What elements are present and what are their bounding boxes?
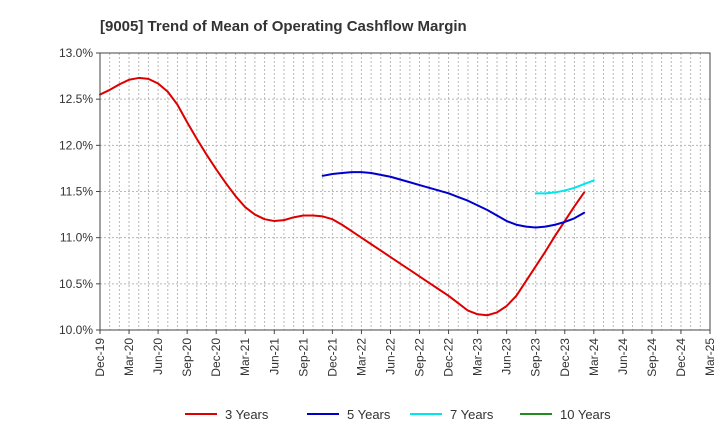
series-line-7-years	[534, 179, 595, 195]
x-tick-label: Dec-21	[325, 338, 339, 377]
x-tick-label: Sep-20	[180, 338, 194, 377]
y-tick-label: 10.5%	[59, 277, 93, 291]
x-tick-label: Jun-24	[616, 338, 630, 375]
x-tick-label: Mar-23	[471, 338, 485, 376]
x-tick-label: Mar-20	[122, 338, 136, 376]
y-tick-label: 10.0%	[59, 323, 93, 337]
legend-label: 7 Years	[450, 407, 494, 422]
x-tick-label: Jun-23	[500, 338, 514, 375]
legend: 3 Years 5 Years 7 Years 10 Years	[185, 407, 611, 422]
y-tick-label: 11.5%	[60, 185, 93, 199]
legend-label: 3 Years	[225, 407, 269, 422]
x-tick-label: Sep-22	[413, 338, 427, 377]
x-tick-label: Jun-20	[151, 338, 165, 375]
x-axis: Dec-19 Mar-20 Jun-20 Sep-20 Dec-20 Mar-21 Jun-…	[93, 330, 717, 377]
x-tick-label: Mar-25	[703, 338, 717, 376]
x-tick-label: Sep-21	[296, 338, 310, 377]
chart-title: [9005] Trend of Mean of Operating Cashfl…	[100, 18, 467, 35]
x-tick-label: Jun-21	[267, 338, 281, 375]
x-tick-label: Dec-22	[442, 338, 456, 377]
y-tick-label: 12.5%	[59, 92, 93, 106]
x-tick-label: Sep-24	[645, 338, 659, 377]
y-tick-label: 12.0%	[59, 138, 93, 152]
series-line-3-years	[99, 76, 586, 317]
x-tick-label: Dec-19	[93, 338, 107, 377]
x-tick-label: Mar-21	[238, 338, 252, 376]
y-tick-label: 11.0%	[60, 231, 93, 245]
x-tick-label: Dec-24	[674, 338, 688, 377]
x-tick-label: Dec-20	[209, 338, 223, 377]
legend-label: 10 Years	[560, 407, 611, 422]
legend-label: 5 Years	[347, 407, 391, 422]
series-line-5-years	[321, 171, 586, 229]
x-tick-label: Mar-24	[587, 338, 601, 376]
x-tick-label: Mar-22	[354, 338, 368, 376]
x-tick-label: Jun-22	[383, 338, 397, 375]
y-tick-label: 13.0%	[59, 46, 93, 60]
x-tick-label: Dec-23	[558, 338, 572, 377]
series-lines	[99, 76, 595, 317]
y-axis: 10.0% 10.5% 11.0% 11.5% 12.0% 12.5% 13.0%	[59, 46, 100, 337]
x-tick-label: Sep-23	[529, 338, 543, 377]
